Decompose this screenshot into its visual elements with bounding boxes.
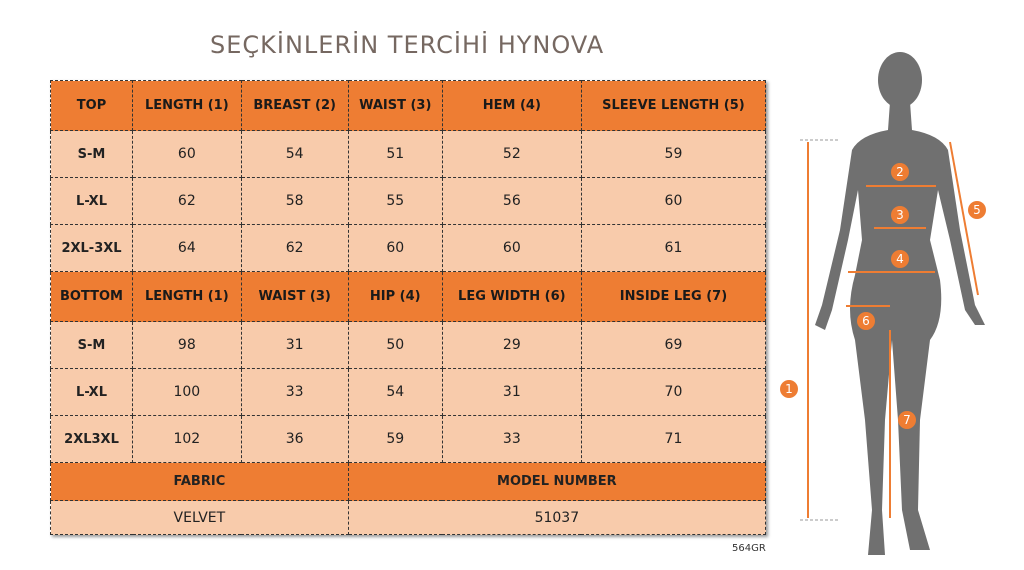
marker-7: 7 (903, 413, 911, 427)
value-cell: 56 (441, 177, 582, 225)
fabric-label: FABRIC (50, 462, 349, 501)
value-cell: 54 (240, 130, 349, 178)
value-cell: 33 (441, 415, 582, 463)
value-cell: 55 (347, 177, 443, 225)
value-cell: 70 (580, 368, 767, 416)
fabric-model-header: FABRIC MODEL NUMBER (50, 462, 767, 501)
value-cell: 59 (580, 130, 767, 178)
value-cell: 60 (580, 177, 767, 225)
bottom-header-row: BOTTOM LENGTH (1) WAIST (3) HIP (4) LEG … (49, 271, 767, 322)
size-cell: L-XL (49, 177, 134, 225)
header-cell: LENGTH (1) (132, 271, 242, 322)
header-cell: LENGTH (1) (132, 80, 242, 131)
header-cell: TOP (49, 80, 134, 131)
fabric-model-row: VELVET 51037 (50, 500, 767, 535)
product-code: 564GR (732, 543, 766, 554)
value-cell: 31 (240, 321, 349, 369)
value-cell: 29 (441, 321, 582, 369)
bottom-size-row: 2XL3XL 102 36 59 33 71 (49, 415, 767, 463)
marker-5: 5 (973, 203, 981, 217)
top-header-row: TOP LENGTH (1) BREAST (2) WAIST (3) HEM … (49, 80, 767, 131)
silhouette (815, 52, 985, 555)
header-cell: BOTTOM (49, 271, 134, 322)
measurement-lines (807, 141, 979, 518)
value-cell: 60 (132, 130, 242, 178)
top-size-row: S-M 60 54 51 52 59 (49, 130, 767, 178)
top-size-row: 2XL-3XL 64 62 60 60 61 (49, 224, 767, 272)
value-cell: 59 (347, 415, 443, 463)
guide-lines (800, 139, 840, 521)
body-silhouette-figure: 1 2 3 4 5 6 7 (780, 52, 986, 555)
value-cell: 36 (240, 415, 349, 463)
model-label: MODEL NUMBER (347, 462, 767, 501)
value-cell: 52 (441, 130, 582, 178)
size-cell: S-M (49, 321, 134, 369)
marker-1: 1 (785, 382, 793, 396)
value-cell: 62 (240, 224, 349, 272)
header-cell: HEM (4) (441, 80, 582, 131)
marker-2: 2 (896, 165, 904, 179)
size-chart-table: TOP LENGTH (1) BREAST (2) WAIST (3) HEM … (49, 80, 767, 535)
value-cell: 69 (580, 321, 767, 369)
value-cell: 58 (240, 177, 349, 225)
value-cell: 33 (240, 368, 349, 416)
size-cell: 2XL3XL (49, 415, 134, 463)
markers (780, 163, 986, 429)
value-cell: 98 (132, 321, 242, 369)
bottom-size-row: S-M 98 31 50 29 69 (49, 321, 767, 369)
value-cell: 31 (441, 368, 582, 416)
header-cell: BREAST (2) (240, 80, 349, 131)
value-cell: 102 (132, 415, 242, 463)
marker-3: 3 (896, 208, 904, 222)
marker-6: 6 (862, 314, 870, 328)
fabric-value: VELVET (50, 500, 349, 535)
header-cell: SLEEVE LENGTH (5) (580, 80, 767, 131)
value-cell: 50 (347, 321, 443, 369)
value-cell: 51 (347, 130, 443, 178)
bottom-size-row: L-XL 100 33 54 31 70 (49, 368, 767, 416)
value-cell: 64 (132, 224, 242, 272)
model-value: 51037 (347, 500, 767, 535)
size-cell: L-XL (49, 368, 134, 416)
watermark: SEÇKİNLERİN TERCİHİ HYNOVA (210, 31, 605, 59)
header-cell: WAIST (3) (240, 271, 349, 322)
header-cell: INSIDE LEG (7) (580, 271, 767, 322)
marker-4: 4 (896, 252, 904, 266)
header-cell: HIP (4) (347, 271, 443, 322)
value-cell: 71 (580, 415, 767, 463)
value-cell: 54 (347, 368, 443, 416)
size-cell: 2XL-3XL (49, 224, 134, 272)
header-cell: LEG WIDTH (6) (441, 271, 582, 322)
header-cell: WAIST (3) (347, 80, 443, 131)
value-cell: 100 (132, 368, 242, 416)
size-cell: S-M (49, 130, 134, 178)
value-cell: 61 (580, 224, 767, 272)
top-size-row: L-XL 62 58 55 56 60 (49, 177, 767, 225)
value-cell: 62 (132, 177, 242, 225)
value-cell: 60 (347, 224, 443, 272)
value-cell: 60 (441, 224, 582, 272)
